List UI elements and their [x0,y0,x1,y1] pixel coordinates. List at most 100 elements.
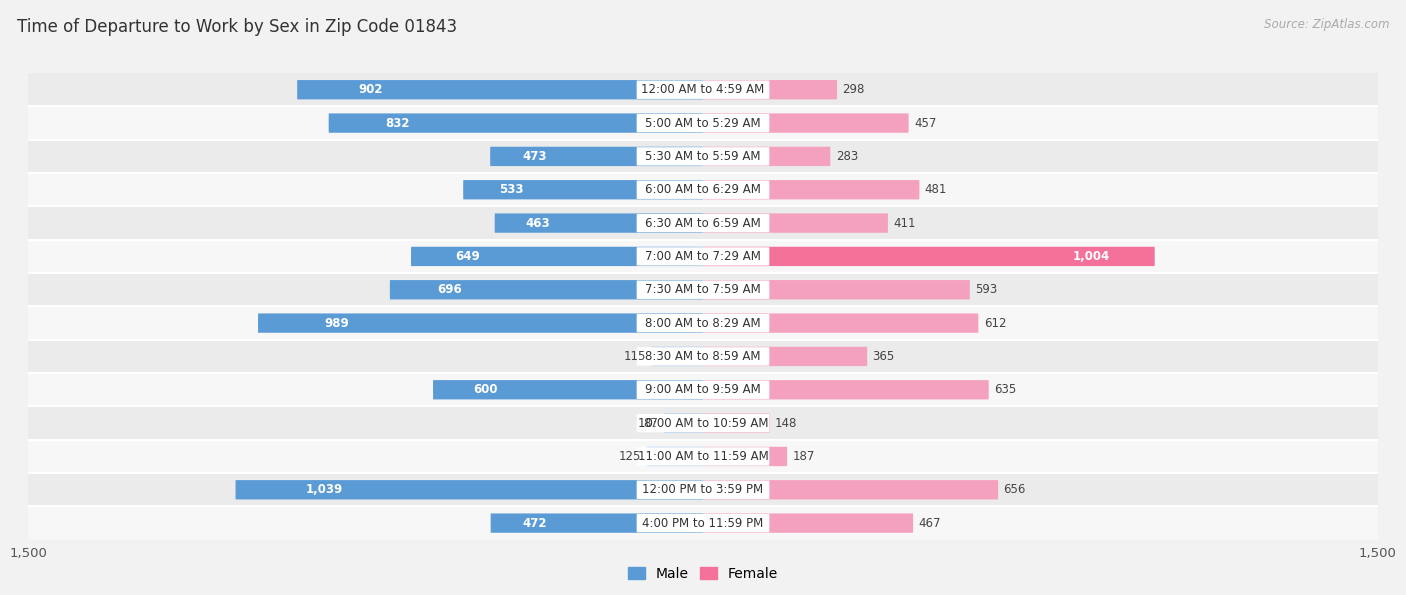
FancyBboxPatch shape [28,340,1378,373]
FancyBboxPatch shape [637,481,769,499]
Text: 8:00 AM to 8:29 AM: 8:00 AM to 8:29 AM [645,317,761,330]
Text: 148: 148 [775,416,797,430]
FancyBboxPatch shape [637,147,769,165]
FancyBboxPatch shape [637,414,769,433]
FancyBboxPatch shape [703,414,769,433]
Text: 593: 593 [976,283,997,296]
FancyBboxPatch shape [703,347,868,366]
Text: 87: 87 [644,416,658,430]
FancyBboxPatch shape [491,513,703,533]
Text: 1,039: 1,039 [305,483,343,496]
FancyBboxPatch shape [495,214,703,233]
FancyBboxPatch shape [703,447,787,466]
FancyBboxPatch shape [703,247,1154,266]
Text: 473: 473 [522,150,547,163]
Text: 6:00 AM to 6:29 AM: 6:00 AM to 6:29 AM [645,183,761,196]
Text: 989: 989 [325,317,350,330]
Text: 1,004: 1,004 [1073,250,1109,263]
Text: 7:30 AM to 7:59 AM: 7:30 AM to 7:59 AM [645,283,761,296]
FancyBboxPatch shape [703,80,837,99]
Text: 12:00 PM to 3:59 PM: 12:00 PM to 3:59 PM [643,483,763,496]
Text: 533: 533 [499,183,523,196]
FancyBboxPatch shape [647,447,703,466]
FancyBboxPatch shape [433,380,703,399]
FancyBboxPatch shape [28,473,1378,506]
FancyBboxPatch shape [259,314,703,333]
Text: Source: ZipAtlas.com: Source: ZipAtlas.com [1264,18,1389,31]
Text: 457: 457 [914,117,936,130]
FancyBboxPatch shape [28,107,1378,140]
FancyBboxPatch shape [411,247,703,266]
FancyBboxPatch shape [28,240,1378,273]
FancyBboxPatch shape [28,73,1378,107]
FancyBboxPatch shape [637,314,769,332]
FancyBboxPatch shape [28,173,1378,206]
FancyBboxPatch shape [703,480,998,499]
Text: 283: 283 [835,150,858,163]
Text: 5:30 AM to 5:59 AM: 5:30 AM to 5:59 AM [645,150,761,163]
FancyBboxPatch shape [236,480,703,499]
FancyBboxPatch shape [389,280,703,299]
Text: 467: 467 [918,516,941,530]
Text: Time of Departure to Work by Sex in Zip Code 01843: Time of Departure to Work by Sex in Zip … [17,18,457,36]
FancyBboxPatch shape [329,114,703,133]
FancyBboxPatch shape [637,214,769,232]
FancyBboxPatch shape [703,280,970,299]
FancyBboxPatch shape [28,373,1378,406]
Text: 649: 649 [454,250,479,263]
FancyBboxPatch shape [637,347,769,365]
Text: 612: 612 [984,317,1007,330]
FancyBboxPatch shape [297,80,703,99]
Text: 635: 635 [994,383,1017,396]
FancyBboxPatch shape [703,380,988,399]
Text: 115: 115 [623,350,645,363]
FancyBboxPatch shape [637,114,769,132]
FancyBboxPatch shape [651,347,703,366]
Text: 832: 832 [385,117,409,130]
Text: 4:00 PM to 11:59 PM: 4:00 PM to 11:59 PM [643,516,763,530]
FancyBboxPatch shape [703,114,908,133]
FancyBboxPatch shape [637,447,769,466]
FancyBboxPatch shape [664,414,703,433]
Text: 10:00 AM to 10:59 AM: 10:00 AM to 10:59 AM [638,416,768,430]
FancyBboxPatch shape [28,506,1378,540]
Text: 8:30 AM to 8:59 AM: 8:30 AM to 8:59 AM [645,350,761,363]
FancyBboxPatch shape [637,281,769,299]
Text: 472: 472 [523,516,547,530]
Text: 187: 187 [793,450,815,463]
FancyBboxPatch shape [28,306,1378,340]
Text: 411: 411 [893,217,915,230]
Text: 125: 125 [619,450,641,463]
FancyBboxPatch shape [28,140,1378,173]
Text: 365: 365 [873,350,894,363]
Legend: Male, Female: Male, Female [623,561,783,586]
Text: 12:00 AM to 4:59 AM: 12:00 AM to 4:59 AM [641,83,765,96]
FancyBboxPatch shape [703,147,831,166]
Text: 5:00 AM to 5:29 AM: 5:00 AM to 5:29 AM [645,117,761,130]
FancyBboxPatch shape [637,514,769,533]
Text: 11:00 AM to 11:59 AM: 11:00 AM to 11:59 AM [638,450,768,463]
Text: 9:00 AM to 9:59 AM: 9:00 AM to 9:59 AM [645,383,761,396]
FancyBboxPatch shape [28,273,1378,306]
FancyBboxPatch shape [637,381,769,399]
FancyBboxPatch shape [703,180,920,199]
Text: 902: 902 [359,83,382,96]
FancyBboxPatch shape [491,147,703,166]
FancyBboxPatch shape [637,248,769,265]
FancyBboxPatch shape [28,206,1378,240]
FancyBboxPatch shape [703,214,889,233]
FancyBboxPatch shape [28,406,1378,440]
Text: 298: 298 [842,83,865,96]
Text: 481: 481 [925,183,948,196]
FancyBboxPatch shape [463,180,703,199]
FancyBboxPatch shape [703,314,979,333]
Text: 600: 600 [474,383,498,396]
Text: 7:00 AM to 7:29 AM: 7:00 AM to 7:29 AM [645,250,761,263]
Text: 696: 696 [437,283,461,296]
FancyBboxPatch shape [637,80,769,99]
Text: 6:30 AM to 6:59 AM: 6:30 AM to 6:59 AM [645,217,761,230]
FancyBboxPatch shape [28,440,1378,473]
Text: 656: 656 [1004,483,1026,496]
FancyBboxPatch shape [703,513,912,533]
Text: 463: 463 [526,217,551,230]
